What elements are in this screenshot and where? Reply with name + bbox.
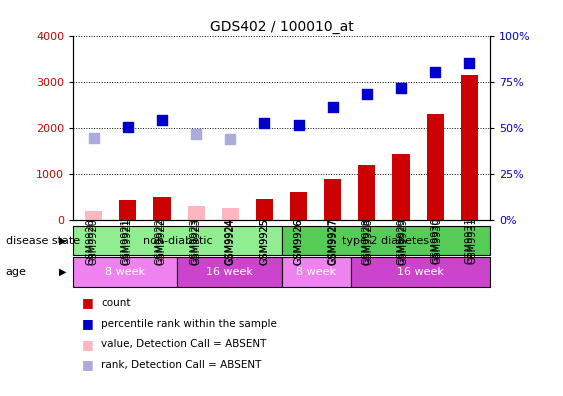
Text: ■: ■ [82, 317, 93, 330]
Text: GSM9926: GSM9926 [294, 218, 304, 265]
Text: GSM9920: GSM9920 [89, 218, 99, 265]
Point [89, 135, 98, 141]
Point [363, 91, 372, 97]
Point [431, 69, 440, 75]
Point [191, 131, 200, 137]
Point [328, 103, 337, 110]
Text: GSM9925: GSM9925 [260, 218, 270, 265]
Text: GSM9929: GSM9929 [396, 218, 406, 265]
Text: GSM9921: GSM9921 [123, 218, 133, 265]
Text: GSM9928: GSM9928 [362, 218, 372, 265]
Text: count: count [101, 298, 131, 308]
Text: GSM9922: GSM9922 [155, 218, 165, 265]
Text: GSM9922: GSM9922 [157, 218, 167, 265]
Bar [154, 197, 171, 220]
Text: rank, Detection Call = ABSENT: rank, Detection Call = ABSENT [101, 360, 262, 370]
Text: GSM9926: GSM9926 [293, 218, 303, 265]
Bar [177, 257, 282, 287]
Text: GSM9930: GSM9930 [430, 218, 440, 265]
Text: GSM9924: GSM9924 [225, 218, 235, 265]
Text: GSM9927: GSM9927 [328, 218, 338, 265]
Text: age: age [6, 267, 26, 277]
Text: non-diabetic: non-diabetic [142, 236, 212, 246]
Point [260, 120, 269, 126]
Bar [461, 75, 478, 220]
Bar [358, 164, 376, 220]
Point [158, 117, 167, 124]
Text: GSM9929: GSM9929 [398, 218, 408, 265]
Text: percentile rank within the sample: percentile rank within the sample [101, 318, 277, 329]
Point [396, 84, 405, 91]
Text: 8 week: 8 week [105, 267, 145, 277]
Bar [119, 200, 136, 220]
Bar [187, 206, 205, 220]
Bar [324, 179, 341, 220]
Text: ■: ■ [82, 297, 93, 309]
Bar [392, 154, 409, 220]
Text: GSM9925: GSM9925 [259, 218, 269, 265]
Bar [282, 226, 490, 255]
Bar [290, 192, 307, 220]
Bar [282, 257, 351, 287]
Text: GSM9924: GSM9924 [225, 218, 234, 265]
Text: GSM9927: GSM9927 [329, 218, 338, 265]
Text: ■: ■ [82, 338, 93, 350]
Text: GSM9920: GSM9920 [86, 218, 96, 265]
Text: GSM9923: GSM9923 [190, 218, 200, 265]
Text: GSM9921: GSM9921 [120, 218, 130, 265]
Text: GSM9930: GSM9930 [433, 218, 443, 265]
Text: GSM9931: GSM9931 [464, 218, 474, 265]
Point [294, 122, 303, 128]
Text: 16 week: 16 week [397, 267, 444, 277]
Text: GSM9931: GSM9931 [467, 218, 477, 265]
Text: GDS402 / 100010_at: GDS402 / 100010_at [209, 20, 354, 34]
Bar [351, 257, 490, 287]
Bar [427, 114, 444, 220]
Text: ▶: ▶ [59, 236, 66, 246]
Bar [256, 199, 273, 220]
Point [226, 136, 235, 143]
Text: 8 week: 8 week [296, 267, 336, 277]
Bar [73, 226, 282, 255]
Bar [73, 257, 177, 287]
Bar [222, 208, 239, 220]
Text: GSM9923: GSM9923 [191, 218, 201, 265]
Text: 16 week: 16 week [206, 267, 253, 277]
Text: type 2 diabetes: type 2 diabetes [342, 236, 429, 246]
Text: ▶: ▶ [59, 267, 66, 277]
Text: disease state: disease state [6, 236, 80, 246]
Bar [85, 211, 102, 220]
Text: ■: ■ [82, 358, 93, 371]
Point [123, 124, 132, 130]
Text: value, Detection Call = ABSENT: value, Detection Call = ABSENT [101, 339, 267, 349]
Text: GSM9928: GSM9928 [363, 218, 373, 265]
Point [465, 60, 474, 67]
